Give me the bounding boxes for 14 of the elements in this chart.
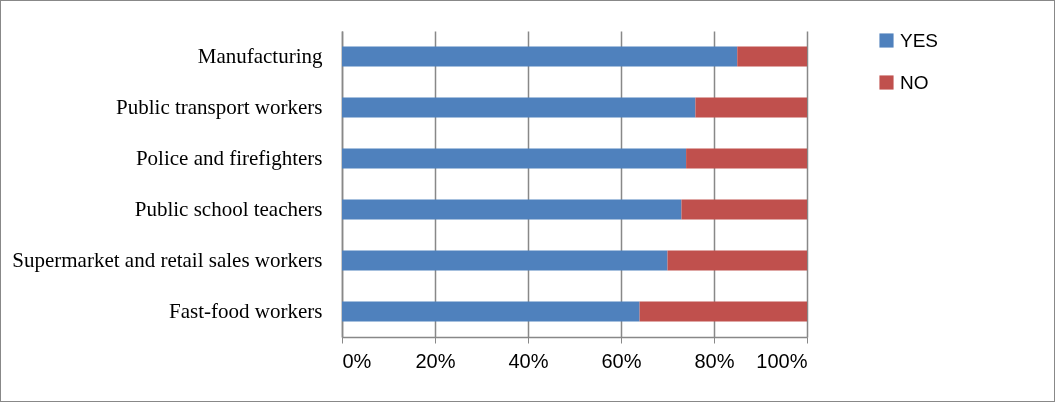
y-tick-label: Fast-food workers [169,298,323,323]
x-tick-label: 60% [601,349,642,372]
y-tick-label: Manufacturing [197,43,323,68]
x-tick-label: 40% [508,349,549,372]
x-tick-label: 20% [415,349,456,372]
x-tick-label: 0% [342,349,372,372]
y-tick-label: Supermarket and retail sales workers [12,247,323,272]
legend-label: NO [900,71,929,93]
y-tick-label: Public transport workers [116,94,323,119]
y-tick-label: Police and firefighters [135,145,323,170]
legend-label: YES [900,29,939,51]
x-tick-label: 100% [756,349,808,372]
x-tick-label: 80% [694,349,735,372]
y-tick-label: Public school teachers [134,196,323,221]
